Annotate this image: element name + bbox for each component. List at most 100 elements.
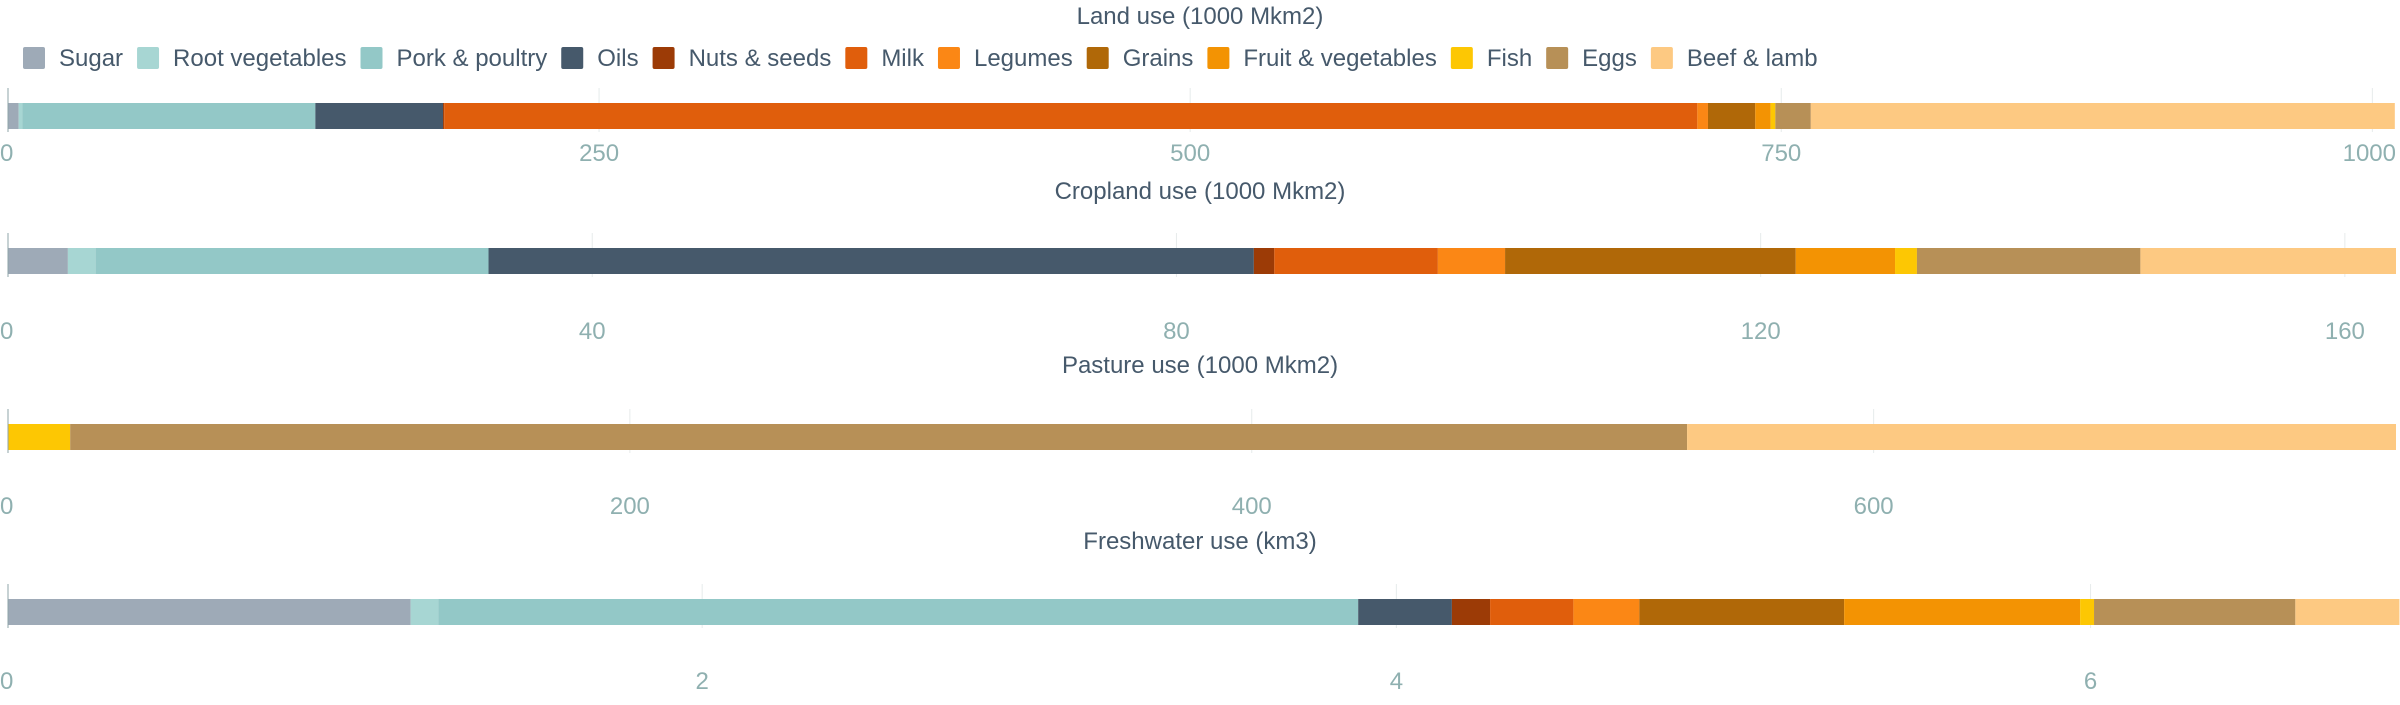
bar-segment-grains[interactable] [1639, 599, 1845, 625]
legend-label: Oils [597, 45, 638, 72]
tick-label: 400 [1232, 493, 1272, 520]
legend-swatch [652, 47, 675, 69]
legend-item-fruit-and-vegetables[interactable]: Fruit & vegetables [1207, 45, 1437, 72]
bar-segment-pork-and-poultry[interactable] [438, 599, 1359, 625]
tick-label: 500 [1170, 140, 1210, 167]
legend-label: Fruit & vegetables [1243, 45, 1436, 72]
bar-segment-legumes[interactable] [1697, 103, 1708, 129]
legend-item-oils[interactable]: Oils [561, 45, 639, 72]
bar-segment-grains[interactable] [1707, 103, 1756, 129]
bar-segment-oils[interactable] [1358, 599, 1452, 625]
bar-segment-root-vegetables[interactable] [67, 248, 96, 274]
legend-item-nuts-and-seeds[interactable]: Nuts & seeds [652, 45, 832, 72]
panel-cropland-use-1000-mkm2: Cropland use (1000 Mkm2) 0 40 80 120 160 [0, 178, 2396, 345]
legend-label: Beef & lamb [1687, 45, 1818, 72]
bar-segment-nuts-and-seeds[interactable] [1451, 599, 1491, 625]
panel-title: Freshwater use (km3) [1083, 528, 1316, 555]
tick-label: 4 [1390, 668, 1403, 695]
panel-land-use-1000-mkm2: Land use (1000 Mkm2) 0 250 500 750 1000 [0, 3, 2396, 167]
bar-segment-oils[interactable] [315, 103, 444, 129]
bar-segment-beef-and-lamb[interactable] [1687, 424, 2396, 450]
legend-swatch [1207, 47, 1230, 69]
legend-label: Eggs [1582, 45, 1637, 72]
tick-label: 160 [2325, 318, 2365, 345]
legend-swatch [1086, 47, 1109, 69]
bar-segment-fish[interactable] [8, 424, 71, 450]
bar-segment-nuts-and-seeds[interactable] [1253, 248, 1275, 274]
tick-label: 750 [1761, 140, 1801, 167]
tick-label: 2 [696, 668, 709, 695]
bar-segment-milk[interactable] [1490, 599, 1574, 625]
bar-segment-fruit-and-vegetables[interactable] [1844, 599, 2081, 625]
legend-swatch [1450, 47, 1473, 69]
tick-label: 120 [1741, 318, 1781, 345]
legend-item-eggs[interactable]: Eggs [1546, 45, 1637, 72]
legend-swatch [561, 47, 584, 69]
bar-segment-fish[interactable] [2080, 599, 2095, 625]
bar-segment-grains[interactable] [1505, 248, 1796, 274]
bar-segment-oils[interactable] [488, 248, 1254, 274]
legend-swatch [1546, 47, 1569, 69]
bar-segment-beef-and-lamb[interactable] [2140, 248, 2396, 274]
legend-label: Sugar [59, 45, 123, 72]
tick-label: 200 [610, 493, 650, 520]
bar-segment-sugar[interactable] [8, 599, 411, 625]
legend-item-grains[interactable]: Grains [1086, 45, 1194, 72]
tick-label: 250 [579, 140, 619, 167]
bar-segment-pork-and-poultry[interactable] [22, 103, 316, 129]
legend-label: Fish [1487, 45, 1532, 72]
bar-segment-sugar[interactable] [8, 248, 68, 274]
tick-label: 1000 [2343, 140, 2396, 167]
bar-segment-nuts-and-seeds[interactable] [443, 103, 445, 129]
bar-segment-sugar[interactable] [8, 103, 19, 129]
bar-segment-eggs[interactable] [1916, 248, 2141, 274]
bar-segment-eggs[interactable] [70, 424, 1688, 450]
legend-swatch [137, 47, 160, 69]
bar-segment-milk[interactable] [444, 103, 1698, 129]
bar-segment-fish[interactable] [1770, 103, 1776, 129]
bar-segment-pork-and-poultry[interactable] [95, 248, 489, 274]
bar-segment-legumes[interactable] [1437, 248, 1506, 274]
legend-item-sugar[interactable]: Sugar [23, 45, 123, 72]
chart-panels: Land use (1000 Mkm2) 0 250 500 750 1000 Cropla… [0, 3, 2400, 695]
bar-segment-fruit-and-vegetables[interactable] [1795, 248, 1896, 274]
bar-segment-beef-and-lamb[interactable] [1810, 103, 2395, 129]
legend: Sugar Root vegetables Pork & poultry Oils Nu… [23, 45, 1818, 72]
legend-item-legumes[interactable]: Legumes [937, 45, 1073, 72]
tick-label: 600 [1854, 493, 1894, 520]
legend-label: Legumes [974, 45, 1073, 72]
panel-title: Land use (1000 Mkm2) [1077, 3, 1324, 30]
legend-item-root-vegetables[interactable]: Root vegetables [137, 45, 347, 72]
panel-pasture-use-1000-mkm2: Pasture use (1000 Mkm2) 0 200 400 600 [0, 352, 2396, 520]
tick-label: 40 [579, 318, 606, 345]
bar-segment-fish[interactable] [1895, 248, 1917, 274]
legend-item-beef-and-lamb[interactable]: Beef & lamb [1650, 45, 1818, 72]
legend-item-fish[interactable]: Fish [1450, 45, 1532, 72]
bar-segment-root-vegetables[interactable] [410, 599, 439, 625]
tick-label: 0 [0, 140, 13, 167]
bar-segment-milk[interactable] [1274, 248, 1438, 274]
panel-title: Pasture use (1000 Mkm2) [1062, 352, 1338, 379]
legend-item-pork-and-poultry[interactable]: Pork & poultry [360, 45, 548, 72]
tick-label: 80 [1163, 318, 1190, 345]
panel-freshwater-use-km3: Freshwater use (km3) 0 2 4 6 [0, 528, 2400, 695]
bar-segment-eggs[interactable] [2094, 599, 2296, 625]
bar-segment-root-vegetables[interactable] [18, 103, 23, 129]
legend-swatch [845, 47, 868, 69]
bar-segment-beef-and-lamb[interactable] [2295, 599, 2400, 625]
legend-swatch [360, 47, 383, 69]
tick-label: 0 [0, 668, 13, 695]
legend-label: Milk [881, 45, 925, 72]
panel-title: Cropland use (1000 Mkm2) [1055, 178, 1346, 205]
bar-segment-eggs[interactable] [1775, 103, 1811, 129]
legend-label: Root vegetables [173, 45, 346, 72]
bar-segment-fruit-and-vegetables[interactable] [1755, 103, 1771, 129]
legend-swatch [937, 47, 960, 69]
legend-swatch [23, 47, 45, 69]
legend-swatch [1650, 47, 1673, 69]
legend-item-milk[interactable]: Milk [845, 45, 925, 72]
bar-segment-legumes[interactable] [1573, 599, 1640, 625]
legend-label: Nuts & seeds [689, 45, 832, 72]
